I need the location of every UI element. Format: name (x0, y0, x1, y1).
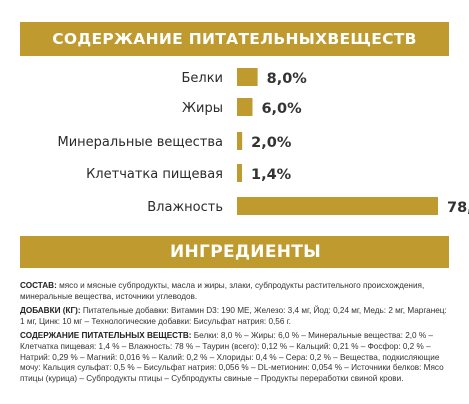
ingredients-text-block: СОСТАВ: мясо и мясные субпродукты, масла… (20, 281, 452, 388)
bar (237, 197, 438, 215)
category-label: Белки (181, 71, 223, 86)
nutrients-paragraph: СОДЕРЖАНИЕ ПИТАТЕЛЬНЫХ ВЕЩЕСТВ: Белки: 8… (20, 331, 452, 384)
value-label: 8,0% (267, 71, 308, 87)
additives-paragraph: ДОБАВКИ (КГ): Питательные добавки: Витам… (20, 306, 452, 327)
category-label: Жиры (182, 101, 223, 116)
bar (237, 98, 253, 116)
value-label: 6,0% (261, 101, 302, 117)
additives-text: Питательные добавки: Витамин D3: 190 МЕ,… (20, 306, 447, 326)
composition-label: СОСТАВ: (20, 281, 57, 290)
nutrients-label: СОДЕРЖАНИЕ ПИТАТЕЛЬНЫХ ВЕЩЕСТВ: (20, 331, 192, 341)
category-label: Клетчатка пищевая (86, 167, 223, 182)
nutrients-text: Белки: 8,0 % – Жиры: 6,0 % – Минеральные… (20, 331, 444, 383)
nutrients-title: СОДЕРЖАНИЕ ПИТАТЕЛЬНЫХВЕЩЕСТВ (52, 30, 417, 48)
value-label: 78,0% (447, 200, 469, 216)
value-label: 2,0% (251, 135, 292, 151)
ingredients-banner: ИНГРЕДИЕНТЫ (20, 236, 449, 268)
bar (237, 68, 258, 86)
composition-text: мясо и мясные субпродукты, масла и жиры,… (20, 281, 425, 301)
additives-label: ДОБАВКИ (КГ): (20, 306, 81, 316)
category-label: Влажность (147, 200, 223, 215)
ingredients-title: ИНГРЕДИЕНТЫ (170, 242, 322, 262)
bar (237, 132, 243, 150)
composition-paragraph: СОСТАВ: мясо и мясные субпродукты, масла… (20, 281, 452, 302)
nutrients-banner: СОДЕРЖАНИЕ ПИТАТЕЛЬНЫХВЕЩЕСТВ (20, 22, 449, 56)
bar (237, 164, 242, 182)
value-label: 1,4% (251, 167, 292, 183)
category-label: Минеральные вещества (58, 135, 224, 150)
